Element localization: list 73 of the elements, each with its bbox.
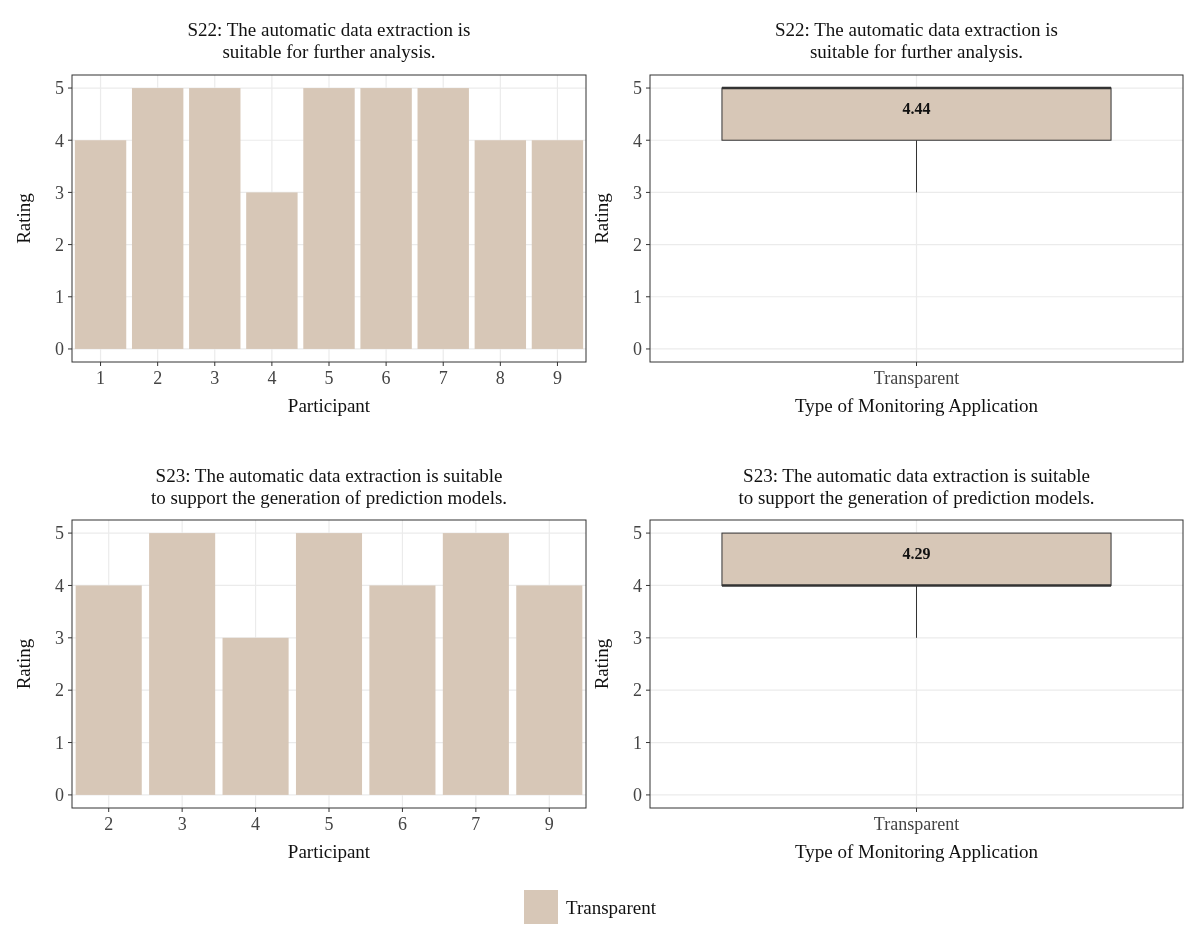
bar (222, 637, 289, 795)
y-tick-label: 2 (55, 680, 64, 701)
chart-title: S22: The automatic data extraction is suitable for further analysis. (187, 19, 471, 62)
x-tick-label: 3 (177, 814, 187, 834)
x-axis-title: Participant (287, 395, 371, 416)
y-tick-label: 3 (55, 628, 64, 649)
x-tick-label: 9 (544, 814, 554, 834)
y-tick-label: 4 (55, 130, 64, 151)
x-axis-title: Type of Monitoring Application (794, 395, 1039, 416)
x-tick-label: 5 (324, 814, 334, 834)
bar (360, 88, 412, 349)
y-tick-label: 5 (55, 78, 64, 99)
bar (531, 140, 584, 349)
y-tick-label: 4 (633, 130, 642, 151)
x-tick-label: 7 (438, 368, 448, 388)
x-tick-label: 7 (471, 814, 481, 834)
y-tick-label: 3 (55, 182, 64, 203)
x-tick-label: Transparent (873, 814, 960, 834)
y-tick-label: 1 (55, 287, 64, 308)
x-axis-title: Participant (287, 841, 371, 862)
bar (295, 533, 363, 795)
legend-label: Transparent (566, 896, 657, 918)
x-tick-label: 6 (397, 814, 407, 834)
bar (442, 533, 509, 795)
y-tick-label: 0 (633, 339, 642, 360)
x-tick-label: 8 (495, 368, 505, 388)
bar (75, 585, 142, 795)
bar (189, 88, 241, 349)
x-tick-label: 5 (324, 368, 334, 388)
x-tick-label: 4 (267, 368, 277, 388)
y-tick-label: 1 (633, 287, 642, 308)
bar (149, 533, 216, 795)
x-tick-label: 3 (210, 368, 220, 388)
y-tick-label: 1 (55, 732, 64, 753)
bar (369, 585, 436, 795)
y-axis-title: Rating (13, 638, 34, 690)
bar (246, 192, 298, 349)
y-tick-label: 2 (633, 680, 642, 701)
y-tick-label: 3 (633, 628, 642, 649)
y-tick-label: 4 (633, 575, 642, 596)
x-axis-title: Type of Monitoring Application (794, 841, 1039, 862)
y-tick-label: 5 (55, 523, 64, 544)
y-tick-label: 5 (633, 523, 642, 544)
x-tick-label: 2 (104, 814, 114, 834)
x-tick-label: 4 (251, 814, 261, 834)
x-tick-label: 9 (552, 368, 562, 388)
y-tick-label: 4 (55, 575, 64, 596)
x-tick-label: 1 (96, 368, 106, 388)
y-axis-title: Rating (591, 638, 612, 690)
y-tick-label: 3 (633, 182, 642, 203)
bar (131, 88, 184, 349)
y-tick-label: 0 (633, 785, 642, 806)
chart-title: S22: The automatic data extraction is suitable for further analysis. (775, 19, 1058, 62)
y-axis-title: Rating (591, 192, 612, 244)
chart-title: S23: The automatic data extraction is suitable to support the generation of prediction models. (150, 465, 508, 508)
y-tick-label: 1 (633, 732, 642, 753)
bar (74, 140, 127, 349)
annotation: 4.44 (902, 99, 931, 117)
y-tick-label: 0 (55, 339, 64, 360)
y-tick-label: 0 (55, 785, 64, 806)
x-tick-label: Transparent (873, 368, 960, 388)
y-tick-label: 5 (633, 78, 642, 99)
x-tick-label: 6 (381, 368, 391, 388)
y-tick-label: 2 (55, 234, 64, 255)
bar (303, 88, 355, 349)
y-tick-label: 2 (633, 234, 642, 255)
chart-title: S23: The automatic data extraction is suitable to support the generation of prediction models. (738, 465, 1095, 508)
bar (417, 88, 469, 349)
x-tick-label: 2 (153, 368, 163, 388)
annotation: 4.29 (902, 544, 931, 562)
y-axis-title: Rating (13, 192, 34, 244)
bar (474, 140, 527, 349)
bar (516, 585, 583, 795)
